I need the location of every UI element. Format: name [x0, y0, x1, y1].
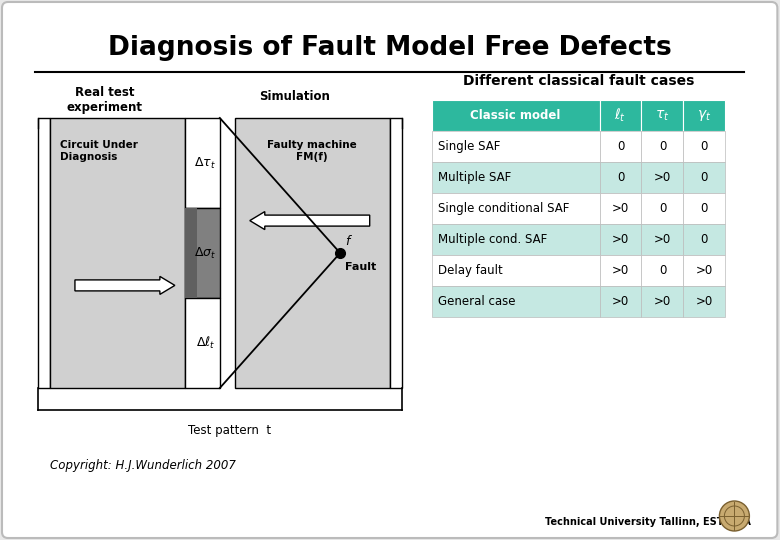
Bar: [641, 162, 683, 193]
Text: >0: >0: [612, 264, 629, 277]
Text: >0: >0: [654, 233, 671, 246]
Text: 0: 0: [700, 202, 708, 215]
Bar: [641, 286, 683, 317]
Bar: [683, 224, 725, 255]
Bar: [641, 255, 683, 286]
Bar: [600, 162, 641, 193]
Text: Faulty machine
FM(f): Faulty machine FM(f): [268, 140, 357, 161]
Text: General case: General case: [438, 295, 515, 308]
Bar: [600, 255, 641, 286]
Text: Multiple cond. SAF: Multiple cond. SAF: [438, 233, 547, 246]
Bar: [431, 131, 600, 162]
Text: >0: >0: [612, 233, 629, 246]
Bar: [185, 118, 220, 208]
Polygon shape: [75, 276, 175, 294]
Bar: [641, 193, 683, 224]
Text: $\ell_t$: $\ell_t$: [615, 107, 626, 124]
Polygon shape: [250, 212, 370, 230]
Bar: [600, 224, 641, 255]
Bar: [431, 224, 600, 255]
Bar: [600, 100, 641, 131]
Text: Single SAF: Single SAF: [438, 140, 500, 153]
Text: 0: 0: [700, 233, 708, 246]
Text: $\tau_t$: $\tau_t$: [655, 109, 670, 123]
Text: $\gamma_t$: $\gamma_t$: [697, 108, 711, 123]
Text: 0: 0: [617, 171, 624, 184]
Text: $\Delta\tau_t$: $\Delta\tau_t$: [194, 156, 216, 171]
Text: Multiple SAF: Multiple SAF: [438, 171, 511, 184]
Text: 0: 0: [700, 171, 708, 184]
Bar: [50, 118, 185, 388]
Text: >0: >0: [654, 295, 671, 308]
Text: Copyright: H.J.Wunderlich 2007: Copyright: H.J.Wunderlich 2007: [50, 458, 236, 471]
Bar: [431, 193, 600, 224]
Text: >0: >0: [696, 264, 713, 277]
Bar: [641, 131, 683, 162]
Bar: [683, 100, 725, 131]
Text: Classic model: Classic model: [470, 109, 561, 122]
Text: $\Delta\sigma_t$: $\Delta\sigma_t$: [194, 246, 216, 261]
Text: >0: >0: [612, 295, 629, 308]
Bar: [185, 208, 197, 298]
Text: >0: >0: [696, 295, 713, 308]
Bar: [683, 131, 725, 162]
Bar: [683, 162, 725, 193]
Bar: [185, 298, 220, 388]
Bar: [431, 255, 600, 286]
Text: Single conditional SAF: Single conditional SAF: [438, 202, 569, 215]
Bar: [600, 131, 641, 162]
Text: 0: 0: [659, 202, 666, 215]
Bar: [600, 286, 641, 317]
Bar: [683, 286, 725, 317]
Bar: [390, 118, 402, 388]
Text: Circuit Under
Diagnosis: Circuit Under Diagnosis: [60, 140, 138, 161]
Text: >0: >0: [612, 202, 629, 215]
Text: Technical University Tallinn, ESTONIA: Technical University Tallinn, ESTONIA: [544, 517, 750, 527]
Bar: [683, 193, 725, 224]
Text: Diagnosis of Fault Model Free Defects: Diagnosis of Fault Model Free Defects: [108, 35, 672, 61]
Text: Real test
experiment: Real test experiment: [67, 86, 143, 114]
Text: Delay fault: Delay fault: [438, 264, 502, 277]
Text: $f$: $f$: [345, 234, 353, 248]
Bar: [683, 255, 725, 286]
Bar: [600, 193, 641, 224]
Text: Simulation: Simulation: [259, 91, 330, 104]
Text: 0: 0: [659, 140, 666, 153]
Bar: [431, 162, 600, 193]
Text: 0: 0: [659, 264, 666, 277]
Text: Fault: Fault: [345, 262, 377, 272]
Text: 0: 0: [617, 140, 624, 153]
Text: Test pattern  t: Test pattern t: [188, 424, 271, 437]
Bar: [641, 100, 683, 131]
Bar: [641, 224, 683, 255]
Bar: [431, 286, 600, 317]
Bar: [38, 118, 50, 388]
Bar: [185, 208, 220, 298]
Circle shape: [719, 501, 750, 531]
Bar: [235, 118, 390, 388]
Text: Different classical fault cases: Different classical fault cases: [463, 74, 694, 88]
Text: 0: 0: [700, 140, 708, 153]
Text: >0: >0: [654, 171, 671, 184]
Bar: [431, 100, 600, 131]
Text: $\Delta\ell_t$: $\Delta\ell_t$: [196, 335, 215, 351]
